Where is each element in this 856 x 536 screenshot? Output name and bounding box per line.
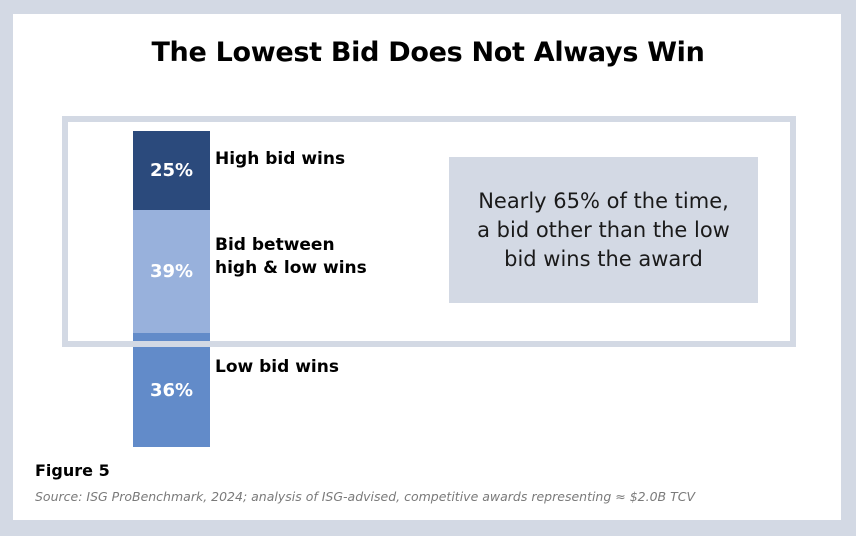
bar-segment-between-bid: 39% — [133, 210, 210, 333]
source-note: Source: ISG ProBenchmark, 2024; analysis… — [35, 489, 696, 504]
segment-label-between-bid: Bid between high & low wins — [215, 234, 367, 280]
segment-label-low-bid: Low bid wins — [215, 356, 339, 379]
bar-segment-high-bid: 25% — [133, 131, 210, 210]
callout-line: Nearly 65% of the time, — [478, 188, 729, 213]
label-line: High bid wins — [215, 149, 346, 169]
segment-value-high-bid: 25% — [149, 160, 194, 181]
label-line: Bid between — [215, 235, 335, 255]
bar-segment-low-bid: 36% — [133, 333, 210, 447]
label-line: high & low wins — [215, 258, 367, 278]
figure-label: Figure 5 — [35, 461, 110, 480]
callout-text: Nearly 65% of the time, a bid other than… — [477, 187, 730, 274]
callout-box: Nearly 65% of the time, a bid other than… — [449, 157, 758, 303]
segment-value-between-bid: 39% — [149, 261, 194, 282]
callout-line: bid wins the award — [504, 246, 703, 271]
stacked-bar: 25% 39% 36% — [133, 131, 210, 447]
segment-value-low-bid: 36% — [149, 379, 194, 401]
segment-label-high-bid: High bid wins — [215, 148, 345, 171]
chart-title: The Lowest Bid Does Not Always Win — [151, 37, 705, 68]
callout-line: a bid other than the low — [477, 217, 730, 242]
label-line: Low bid wins — [215, 357, 339, 377]
